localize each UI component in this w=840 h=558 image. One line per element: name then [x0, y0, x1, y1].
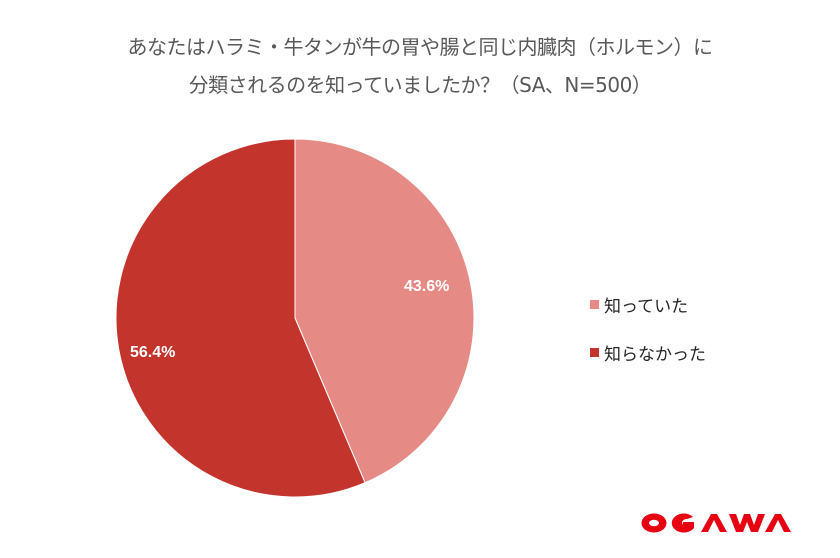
legend: 知っていた 知らなかった [590, 292, 706, 388]
legend-item-did-not-know: 知らなかった [590, 340, 706, 365]
legend-swatch-icon [590, 299, 599, 309]
slice-label-knew: 43.6% [404, 278, 450, 295]
legend-item-knew: 知っていた [590, 292, 706, 317]
ogawa-logo [641, 513, 791, 533]
pie-slice-did-not-know [115, 138, 366, 498]
chart-title-line-1: あなたはハラミ・牛タンが牛の胃や腸と同じ内臓肉（ホルモン）に [127, 35, 714, 59]
chart-title: あなたはハラミ・牛タンが牛の胃や腸と同じ内臓肉（ホルモン）に 分類されるのを知っ… [0, 28, 840, 104]
legend-label: 知らなかった [604, 344, 706, 365]
legend-swatch-icon [590, 347, 599, 357]
legend-label: 知っていた [604, 296, 689, 317]
slice-label-did-not-know: 56.4% [130, 344, 176, 361]
chart-title-line-2: 分類されるのを知っていましたか？（SA、N=500） [188, 73, 652, 97]
pie-slice-knew [294, 138, 475, 484]
